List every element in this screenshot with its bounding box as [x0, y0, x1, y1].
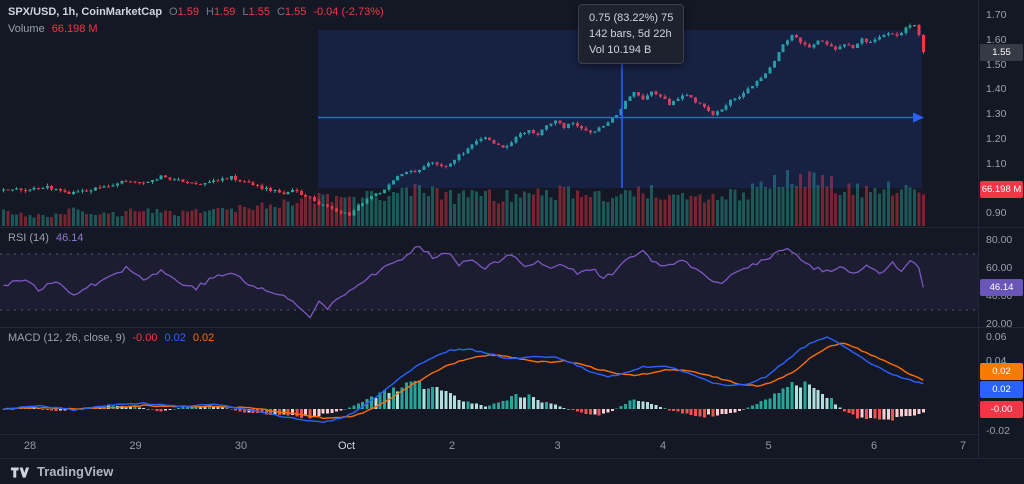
ohlc-open: O1.59 — [169, 6, 200, 18]
footer-bar: TradingView — [0, 458, 1024, 484]
tradingview-logo-icon[interactable] — [10, 465, 30, 479]
volume-label: Volume — [8, 23, 45, 35]
axis-tick-label: 20.00 — [986, 318, 1013, 330]
axis-tick-label: 1.70 — [986, 9, 1007, 21]
axis-tick-label: 1.30 — [986, 108, 1007, 120]
macd-line-value: 0.02 — [164, 332, 186, 344]
axis-tick-label: 1.20 — [986, 132, 1007, 145]
ohlc-low: L1.55 — [242, 6, 270, 18]
time-tick-label: 2 — [448, 440, 456, 452]
macd-signal-value: 0.02 — [192, 332, 215, 344]
volume-value: 66.198 M — [51, 23, 98, 35]
time-tick-label: 5 — [765, 440, 772, 452]
time-tick-label: 28 — [23, 440, 37, 452]
measure-volume: Vol 10.194 B — [589, 44, 652, 56]
ohlc-close: C1.55 — [276, 6, 307, 18]
macd-title: MACD (12, 26, close, 9) — [8, 332, 126, 344]
time-tick-label: 7 — [959, 440, 967, 452]
measure-tooltip: 0.75 (83.22%) 75 142 bars, 5d 22h Vol 10… — [578, 4, 685, 64]
last-price-badge: 1.55 — [980, 44, 1023, 61]
rsi-legend[interactable]: RSI (14) 46.14 — [8, 232, 84, 244]
time-tick-label: Oct — [337, 440, 356, 452]
axis-tick-label: 1.10 — [986, 157, 1007, 170]
axis-tick-label: -0.02 — [986, 425, 1010, 437]
measure-change: 0.75 (83.22%) 75 — [589, 12, 674, 24]
rsi-value: 46.14 — [55, 232, 84, 244]
axis-tick-label: 1.60 — [986, 33, 1007, 46]
axis-tick-label: 0.06 — [986, 331, 1007, 343]
time-scale[interactable]: 28 29 30 Oct 2 3 4 5 6 7 — [0, 434, 978, 458]
macd-line-badge: 0.02 — [980, 381, 1023, 398]
time-tick-label: 4 — [659, 440, 667, 452]
macd-signal-badge: 0.02 — [980, 363, 1023, 380]
measure-bars: 142 bars, 5d 22h — [589, 28, 672, 40]
tradingview-brand[interactable]: TradingView — [37, 464, 114, 479]
axis-tick-label: 80.00 — [986, 234, 1013, 246]
macd-hist-badge: -0.00 — [980, 401, 1023, 418]
ohlc-high: H1.59 — [206, 6, 236, 18]
symbol-legend[interactable]: SPX/USD, 1h, CoinMarketCap O1.59 H1.59 L… — [8, 6, 384, 18]
chart-canvas[interactable] — [0, 0, 1024, 434]
time-tick-label: 3 — [554, 440, 561, 452]
macd-hist-value: -0.00 — [132, 332, 158, 344]
rsi-badge: 46.14 — [980, 279, 1023, 296]
time-tick-label: 6 — [870, 440, 878, 452]
axis-tick-label: 1.40 — [986, 83, 1007, 96]
axis-tick-label: 1.50 — [986, 58, 1007, 71]
time-tick-label: 30 — [234, 440, 248, 452]
macd-legend[interactable]: MACD (12, 26, close, 9) -0.00 0.02 0.02 — [8, 332, 214, 344]
symbol-title: SPX/USD, 1h, CoinMarketCap — [8, 6, 163, 18]
time-tick-label: 29 — [129, 440, 142, 452]
axis-tick-label: 60.00 — [986, 262, 1013, 274]
volume-badge: 66.198 M — [980, 181, 1023, 198]
price-change: -0.04 (-2.73%) — [313, 6, 384, 18]
rsi-title: RSI (14) — [8, 232, 49, 244]
axis-tick-label: 0.90 — [986, 207, 1007, 219]
volume-legend[interactable]: Volume 66.198 M — [8, 23, 98, 35]
price-scale[interactable]: 1.701.601.501.401.301.201.101.000.9080.0… — [978, 0, 1024, 458]
